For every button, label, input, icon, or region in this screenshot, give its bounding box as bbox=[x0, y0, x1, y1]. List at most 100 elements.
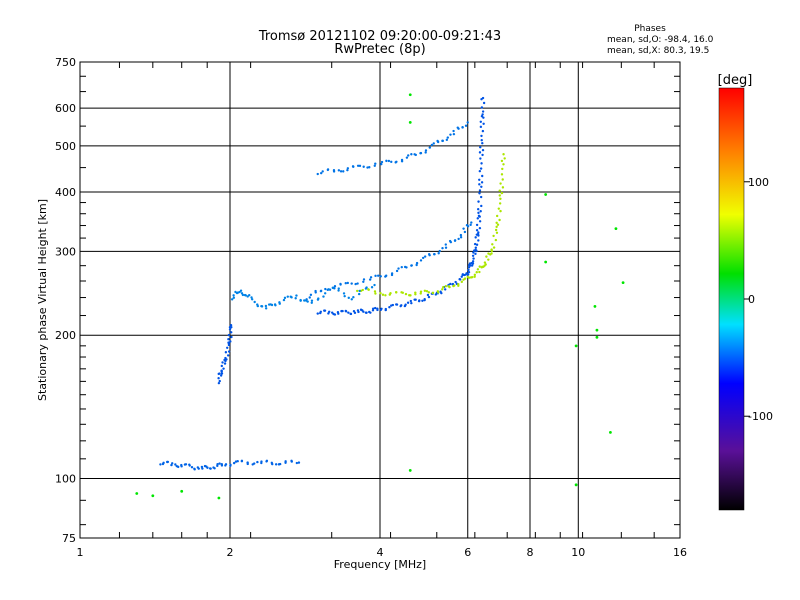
data-point bbox=[350, 298, 353, 301]
data-point bbox=[449, 133, 452, 136]
data-point bbox=[226, 346, 229, 349]
data-point bbox=[444, 284, 448, 288]
data-point bbox=[344, 310, 348, 313]
data-point bbox=[135, 492, 139, 495]
data-point bbox=[478, 270, 481, 274]
data-point bbox=[410, 264, 413, 267]
data-point bbox=[472, 251, 475, 254]
data-point bbox=[463, 273, 466, 277]
data-point bbox=[494, 228, 498, 232]
data-point bbox=[471, 260, 475, 263]
data-point bbox=[496, 223, 500, 226]
grid-lines bbox=[80, 62, 680, 538]
data-point bbox=[474, 248, 477, 251]
data-point bbox=[463, 230, 467, 234]
data-point bbox=[339, 170, 343, 173]
x-tick-label: 2 bbox=[227, 546, 234, 559]
data-point bbox=[241, 293, 245, 297]
data-point bbox=[437, 252, 440, 255]
data-point bbox=[459, 236, 463, 239]
data-point bbox=[428, 146, 432, 149]
data-point bbox=[364, 311, 368, 314]
data-point bbox=[462, 227, 465, 230]
y-axis-label: Stationary phase Virtual Height [km] bbox=[36, 199, 49, 401]
data-point bbox=[362, 310, 365, 313]
data-point bbox=[308, 296, 311, 299]
data-point bbox=[342, 170, 345, 173]
y-tick-label: 750 bbox=[55, 56, 76, 69]
data-point bbox=[444, 246, 448, 249]
data-point bbox=[294, 297, 297, 300]
data-point bbox=[256, 460, 259, 464]
data-point bbox=[379, 275, 382, 278]
y-axis: 75 100 200 300 400 500 600 750 bbox=[55, 56, 680, 545]
data-point bbox=[384, 274, 388, 277]
data-point bbox=[483, 261, 487, 264]
data-points bbox=[135, 93, 625, 500]
data-point bbox=[481, 96, 485, 100]
data-point bbox=[368, 278, 372, 281]
data-point bbox=[351, 165, 355, 168]
data-point bbox=[347, 311, 350, 314]
data-point bbox=[151, 494, 155, 498]
data-point bbox=[218, 372, 221, 375]
data-point bbox=[379, 308, 382, 312]
data-point bbox=[421, 256, 425, 260]
data-point bbox=[452, 132, 456, 136]
data-point bbox=[424, 151, 427, 154]
data-point bbox=[208, 467, 212, 470]
data-point bbox=[250, 298, 254, 301]
data-point bbox=[346, 168, 349, 172]
data-point bbox=[264, 304, 268, 308]
data-point bbox=[388, 305, 391, 309]
data-point bbox=[246, 295, 249, 298]
data-point bbox=[389, 292, 392, 295]
data-point bbox=[336, 311, 340, 314]
x-tick-label: 10 bbox=[571, 546, 585, 559]
data-point bbox=[474, 252, 477, 256]
data-point bbox=[321, 170, 324, 173]
data-point bbox=[395, 303, 398, 306]
data-point bbox=[377, 274, 380, 277]
data-point bbox=[439, 290, 442, 293]
data-point bbox=[502, 153, 505, 156]
data-point bbox=[477, 200, 480, 203]
data-point bbox=[410, 301, 413, 305]
data-point bbox=[373, 164, 376, 167]
data-point bbox=[404, 292, 408, 296]
data-point bbox=[174, 463, 177, 466]
data-point bbox=[478, 178, 481, 181]
data-point bbox=[224, 356, 227, 360]
data-point bbox=[319, 171, 323, 175]
y-tick-label: 300 bbox=[55, 245, 76, 258]
data-point bbox=[478, 169, 482, 173]
data-point bbox=[423, 255, 427, 258]
data-point bbox=[479, 195, 483, 199]
data-point bbox=[410, 153, 413, 156]
data-point bbox=[427, 291, 431, 294]
data-point bbox=[477, 239, 480, 242]
data-point bbox=[419, 152, 422, 155]
data-point bbox=[352, 296, 355, 299]
data-point bbox=[482, 116, 485, 119]
data-point bbox=[427, 295, 431, 299]
data-point bbox=[309, 293, 313, 297]
data-point bbox=[473, 242, 477, 246]
data-point bbox=[271, 462, 274, 466]
data-point bbox=[286, 295, 289, 298]
data-point bbox=[331, 286, 335, 290]
data-point bbox=[441, 246, 444, 250]
data-point bbox=[370, 286, 374, 289]
data-point bbox=[475, 229, 479, 232]
data-point bbox=[466, 121, 469, 124]
data-point bbox=[444, 288, 447, 291]
data-point bbox=[501, 167, 504, 171]
data-point bbox=[461, 125, 464, 129]
data-point bbox=[227, 338, 230, 341]
data-point bbox=[477, 214, 481, 218]
data-point bbox=[458, 278, 461, 281]
data-point bbox=[480, 106, 484, 109]
data-point bbox=[260, 304, 263, 308]
data-point bbox=[484, 263, 487, 266]
